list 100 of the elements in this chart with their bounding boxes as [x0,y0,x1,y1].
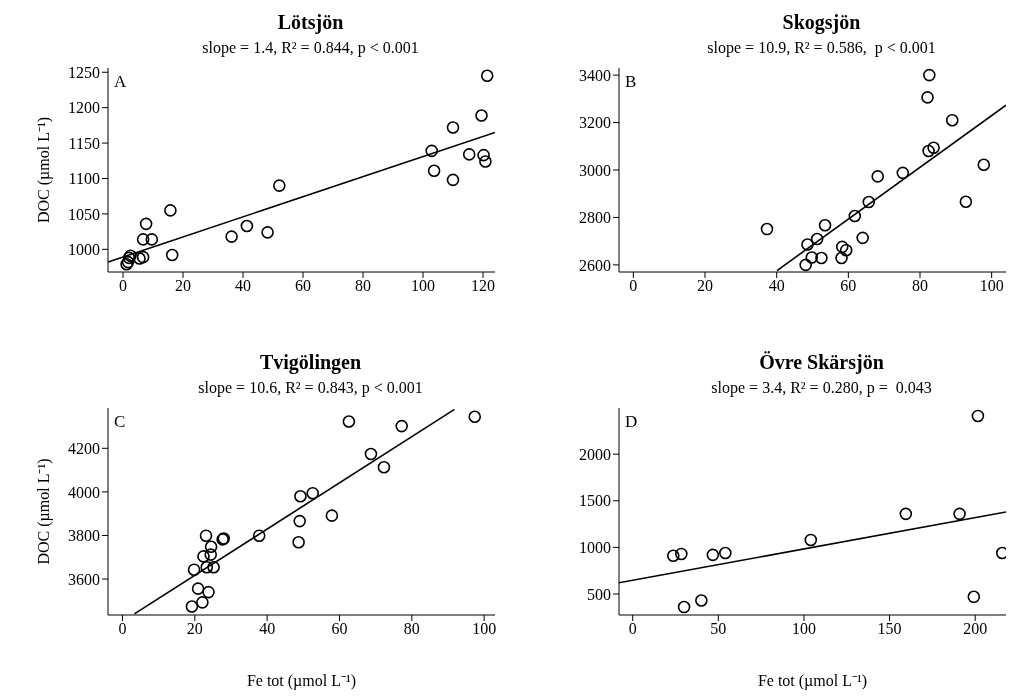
x-tick-label: 100 [979,277,1004,295]
y-tick-label: 3200 [579,114,611,132]
x-tick-label: 150 [877,620,902,638]
x-tick-label: 20 [186,620,203,638]
point [835,251,848,265]
y-tick-label: 3600 [68,570,100,588]
point [856,231,869,245]
point [325,509,339,522]
point [899,507,913,521]
y-tick-label: 3000 [579,161,611,179]
x-tick-label: 100 [411,277,435,295]
point [675,547,688,561]
point [165,248,179,262]
chart-subtitle: slope = 10.9, R² = 0.586, p < 0.001 [706,38,937,59]
chart-title: Skogsjön [781,10,862,36]
point [922,144,935,158]
point [191,582,205,595]
x-tick-label: 50 [710,620,727,638]
point [896,166,910,180]
point [199,529,213,542]
y-tick-label: 1100 [68,170,100,188]
point [810,232,824,246]
point [136,250,150,264]
y-tick-label: 1000 [579,539,611,557]
y-tick-label: 3800 [68,527,100,545]
point [953,507,966,521]
point [377,460,391,474]
point [196,596,209,609]
point [799,258,812,272]
point [293,514,306,528]
x-tick-label: 60 [840,277,857,295]
y-tick-label: 2000 [579,445,611,463]
point [945,113,959,127]
y-tick-label: 1250 [68,63,100,81]
y-tick-label: 1500 [579,492,611,510]
point [395,419,408,433]
x-tick-label: 200 [963,620,988,638]
point [187,563,201,576]
y-tick-label: 1050 [68,205,100,223]
chart-subtitle: slope = 10.6, R² = 0.843, p < 0.001 [197,378,424,399]
point [273,179,286,192]
point [862,195,876,209]
y-tick-label: 4200 [68,439,100,457]
point [197,550,210,563]
x-axis-title: Fe tot (µmol L⁻¹) [246,672,357,690]
point [835,240,849,254]
point [977,158,991,172]
x-tick-label: 40 [768,277,785,295]
point [479,155,492,168]
point [136,233,150,246]
point [207,560,220,574]
point [818,218,832,232]
point [475,109,488,122]
point [145,233,159,246]
point [202,585,215,599]
x-tick-label: 0 [629,277,638,295]
y-axis-title: DOC (µmol L⁻¹) [34,458,53,565]
point [306,486,320,500]
point [133,252,146,265]
point [760,222,774,236]
x-axis-title: Fe tot (µmol L⁻¹) [757,672,868,690]
point [204,540,218,554]
point [225,230,238,243]
point [815,251,828,265]
annotation: A [114,72,127,92]
x-tick-label: 100 [791,620,816,638]
point [706,548,720,562]
chart-subtitle: slope = 1.4, R² = 0.844, p < 0.001 [201,38,420,59]
y-tick-label: 2600 [579,256,611,274]
point [959,195,973,209]
x-tick-label: 0 [628,620,637,638]
point [200,560,214,574]
point [139,217,153,231]
annotation: C [114,412,126,432]
point [848,209,862,223]
point [427,164,441,178]
chart-title: Lötsjön [276,10,345,36]
point [185,600,199,613]
point [446,173,460,187]
chart-title: Övre Skärsjön [758,350,885,376]
point [719,546,732,560]
x-tick-label: 60 [331,620,348,638]
point [666,549,680,563]
y-tick-label: 1000 [68,241,100,259]
point [462,148,476,161]
point [839,243,853,257]
point [480,69,494,83]
x-tick-label: 60 [295,277,311,295]
point [292,535,305,549]
chart-title: Tvigölingen [258,350,363,376]
point [695,594,708,607]
point [871,170,885,183]
point [364,447,378,461]
point [805,251,819,264]
x-tick-label: 100 [472,620,497,638]
point [677,600,691,614]
x-tick-label: 20 [697,277,713,295]
annotation: D [625,412,638,432]
point [927,141,940,154]
point [971,409,985,423]
